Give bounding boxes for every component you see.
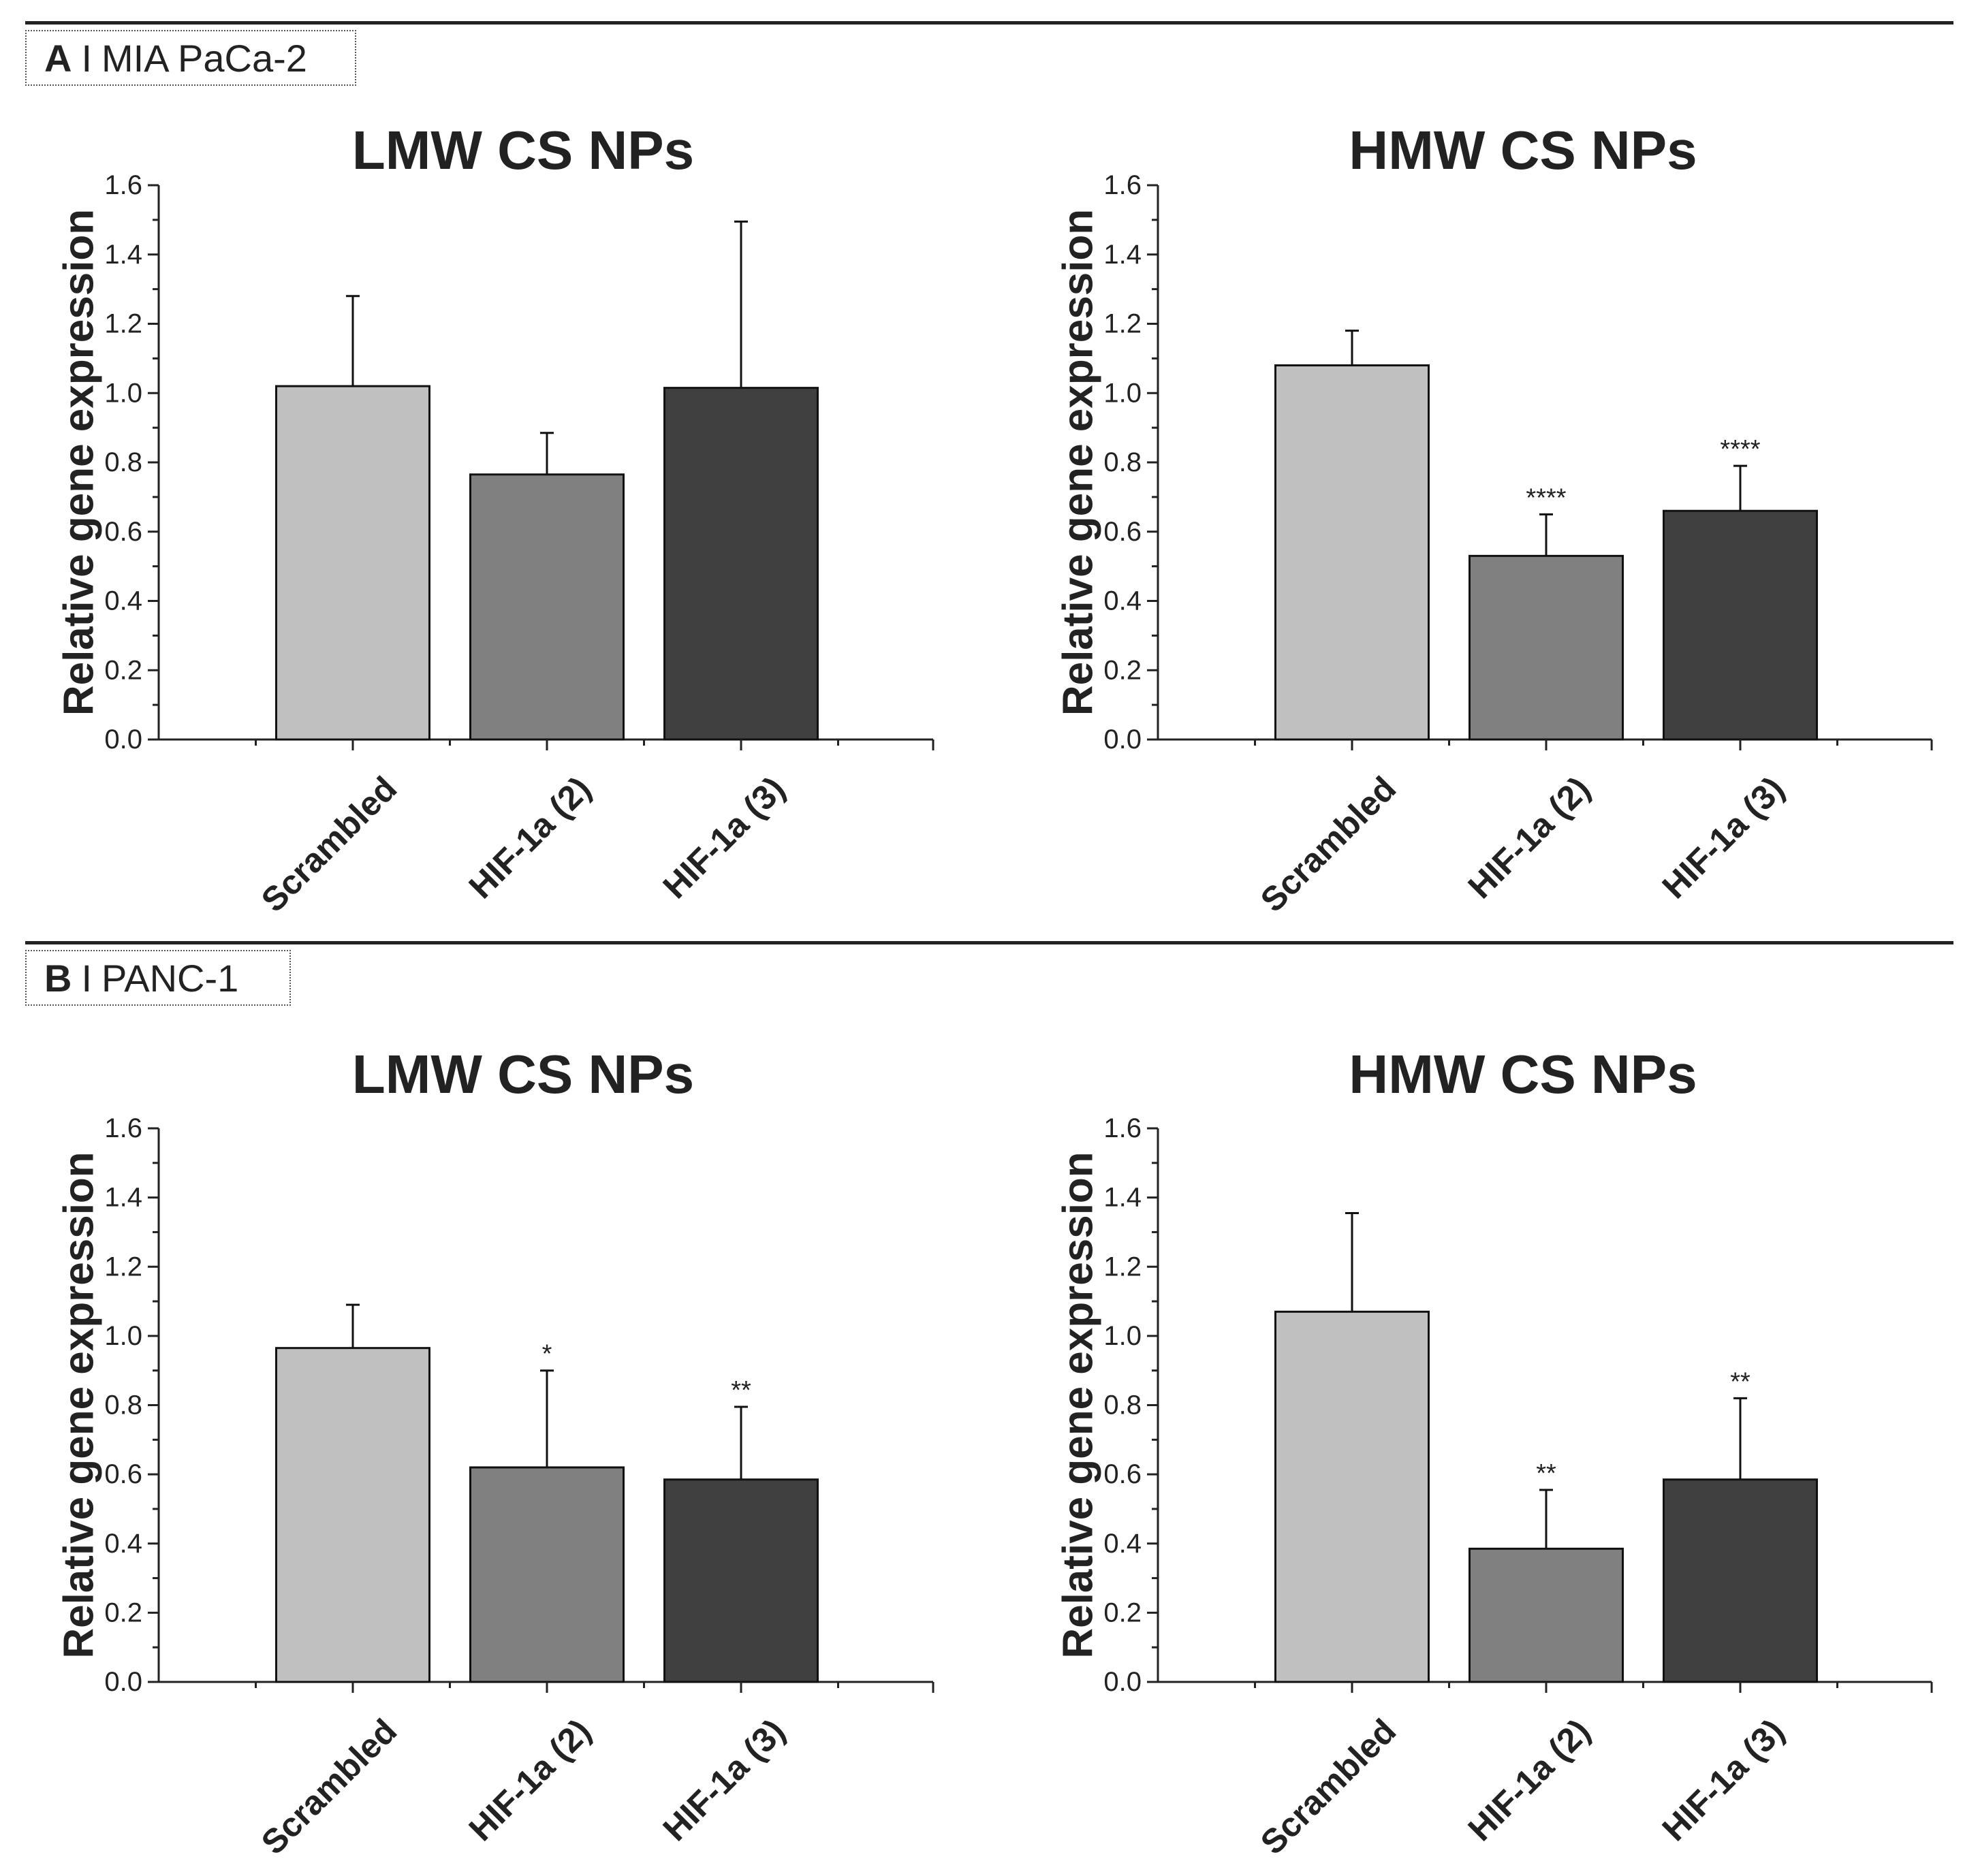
panel-b-separator: I: [81, 956, 93, 1000]
chart-b-lmw-category-label: Scrambled: [254, 1712, 404, 1862]
chart-a-hmw-category-label: HIF-1a (2): [1461, 769, 1598, 906]
chart-a-hmw-ytick-label: 0.8: [1103, 447, 1142, 477]
chart-a-lmw-category-label: HIF-1a (3): [656, 769, 793, 906]
chart-a-hmw-significance: ****: [1526, 483, 1566, 512]
chart-b-hmw-ylabel: Relative gene expression: [1055, 1151, 1102, 1658]
chart-b-hmw-ytick-label: 1.0: [1103, 1321, 1142, 1351]
chart-b-hmw-significance: **: [1730, 1367, 1750, 1396]
panel-b-letter: B: [44, 956, 72, 1000]
chart-b-lmw-ytick-label: 1.6: [104, 1113, 142, 1143]
chart-b-lmw-bar: [275, 1347, 430, 1683]
chart-b-lmw-title: LMW CS NPs: [352, 1044, 694, 1104]
chart-b-hmw-ytick-label: 0.2: [1103, 1597, 1142, 1627]
chart-b-hmw-ytick-label: 0.6: [1103, 1459, 1142, 1489]
chart-a-lmw-category-label: HIF-1a (2): [462, 769, 599, 906]
chart-b-lmw-ytick-label: 1.0: [104, 1321, 142, 1351]
chart-b-hmw-ytick-label: 1.6: [1103, 1113, 1142, 1143]
chart-b-hmw-ytick-label: 0.0: [1103, 1667, 1142, 1697]
chart-b-lmw-ytick-label: 0.2: [104, 1597, 142, 1627]
chart-a-lmw-bar: [275, 385, 430, 741]
chart-b-hmw-title: HMW CS NPs: [1349, 1044, 1697, 1104]
chart-b-lmw-ytick-label: 1.2: [104, 1252, 142, 1282]
chart-a-hmw-bar: [1274, 364, 1430, 741]
chart-a-lmw-ytick-label: 1.0: [104, 378, 142, 408]
panel-a-separator: I: [81, 36, 93, 80]
chart-b-hmw-bar: [1469, 1547, 1624, 1683]
chart-a-hmw-ylabel: Relative gene expression: [1055, 209, 1102, 716]
panel-a-divider: [25, 21, 1953, 25]
chart-a-hmw-ytick-label: 0.4: [1103, 586, 1142, 616]
chart-b-lmw-significance: *: [542, 1340, 552, 1369]
chart-a-lmw-title: LMW CS NPs: [352, 120, 694, 180]
panel-b-cell-line: PANC-1: [101, 956, 239, 1000]
chart-a-hmw-category-label: HIF-1a (3): [1655, 769, 1792, 906]
chart-b-hmw-ytick-label: 0.4: [1103, 1529, 1142, 1559]
panel-b-divider: [25, 941, 1953, 944]
chart-b-hmw-category-label: HIF-1a (2): [1461, 1712, 1598, 1849]
chart-b-hmw-significance: **: [1536, 1459, 1556, 1488]
chart-b-lmw-ylabel: Relative gene expression: [56, 1151, 103, 1658]
chart-b-hmw-ytick-label: 1.4: [1103, 1183, 1142, 1213]
chart-a-lmw-ytick-label: 0.4: [104, 586, 142, 616]
panel-a-cell-line: MIA PaCa-2: [101, 36, 307, 80]
panel-b-label: B I PANC-1: [25, 950, 291, 1006]
chart-a-lmw-ytick-label: 0.6: [104, 517, 142, 547]
chart-a-hmw-bar: [1663, 509, 1818, 741]
chart-a-hmw-ytick-label: 1.2: [1103, 309, 1142, 339]
chart-b-lmw-ytick-label: 0.4: [104, 1529, 142, 1559]
chart-b-lmw-bar: [469, 1466, 625, 1683]
chart-a-lmw-ytick-label: 1.6: [104, 170, 142, 200]
chart-a-lmw-bar: [663, 387, 819, 741]
chart-a-hmw-ytick-label: 0.6: [1103, 517, 1142, 547]
chart-a-hmw-ytick-label: 0.2: [1103, 655, 1142, 685]
chart-b-hmw-bar: [1663, 1478, 1818, 1683]
chart-a-hmw-ytick-label: 1.0: [1103, 378, 1142, 408]
chart-b-lmw-category-label: HIF-1a (3): [656, 1712, 793, 1849]
chart-a-hmw-significance: ****: [1720, 435, 1760, 464]
chart-a-lmw-ytick-label: 0.8: [104, 447, 142, 477]
chart-b-hmw-ytick-label: 0.8: [1103, 1390, 1142, 1420]
chart-a-hmw-bar: [1469, 554, 1624, 741]
chart-b-lmw-ytick-label: 0.6: [104, 1459, 142, 1489]
chart-a-lmw-ytick-label: 1.4: [104, 240, 142, 270]
chart-b-lmw-ytick-label: 1.4: [104, 1183, 142, 1213]
chart-b-hmw-category-label: HIF-1a (3): [1655, 1712, 1792, 1849]
chart-a-lmw-category-label: Scrambled: [254, 769, 404, 919]
chart-b-hmw-ytick-label: 1.2: [1103, 1252, 1142, 1282]
chart-a-hmw-ytick-label: 0.0: [1103, 725, 1142, 754]
chart-b-hmw-bar: [1274, 1310, 1430, 1683]
chart-b-lmw-ytick-label: 0.0: [104, 1667, 142, 1697]
chart-a-hmw-ytick-label: 1.6: [1103, 170, 1142, 200]
chart-a-hmw-category-label: Scrambled: [1253, 769, 1403, 919]
chart-b-lmw-category-label: HIF-1a (2): [462, 1712, 599, 1849]
chart-a-hmw-title: HMW CS NPs: [1349, 120, 1697, 180]
panel-a-label: A I MIA PaCa-2: [25, 30, 356, 86]
panel-a-letter: A: [44, 36, 72, 80]
chart-b-lmw-ytick-label: 0.8: [104, 1390, 142, 1420]
chart-a-lmw-ylabel: Relative gene expression: [56, 209, 103, 716]
chart-a-lmw-ytick-label: 0.0: [104, 725, 142, 754]
chart-a-lmw-ytick-label: 0.2: [104, 655, 142, 685]
chart-a-lmw-ytick-label: 1.2: [104, 309, 142, 339]
chart-a-lmw-bar: [469, 473, 625, 741]
chart-b-hmw-category-label: Scrambled: [1253, 1712, 1403, 1862]
chart-b-lmw-bar: [663, 1478, 819, 1683]
chart-a-hmw-ytick-label: 1.4: [1103, 240, 1142, 270]
chart-b-lmw-significance: **: [731, 1376, 751, 1405]
